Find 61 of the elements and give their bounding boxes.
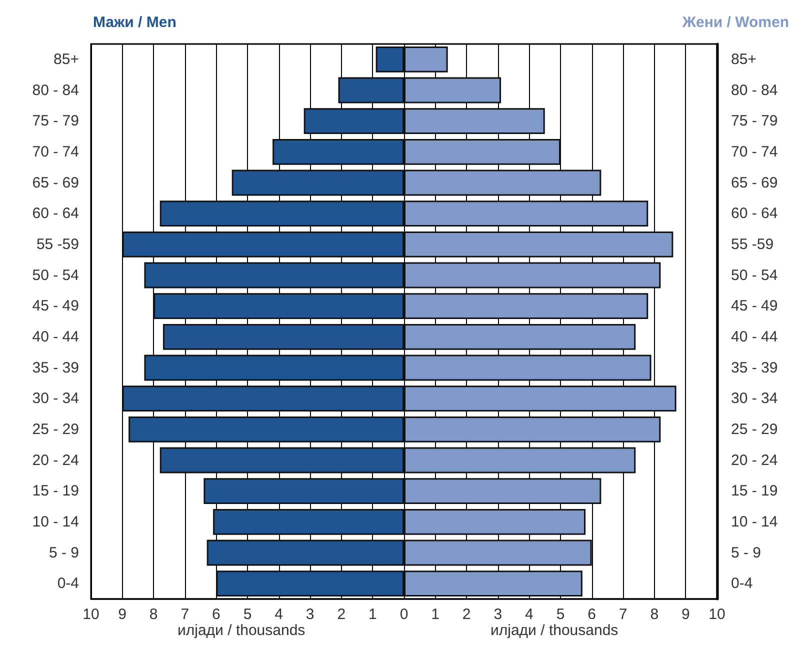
y-tick-label: 25 - 29 [32,420,79,438]
y-tick-label: 60 - 64 [32,205,79,222]
x-tick-label: 10 [82,606,100,623]
x-tick-label: 3 [494,606,502,623]
y-tick-label: 45 - 49 [32,298,79,315]
x-tick-label: 6 [588,606,596,623]
y-tick-label: 5 - 9 [48,544,79,562]
category-label: 85+ [731,50,756,68]
category-label: 80 - 84 [731,82,778,99]
y-tick-label: 20 - 24 [32,452,79,469]
text: Жени / Women [681,14,790,31]
text: Мажи / Men [93,14,176,31]
category-label: 35 - 39 [731,359,778,376]
x-tick-label: 4 [274,606,283,623]
category-label: 15 - 19 [731,482,778,500]
category-label: 5 - 9 [731,544,762,562]
x-tick-label: 0 [400,606,408,623]
x-tick-label: 7 [180,606,190,623]
x-tick-label: 2 [337,606,346,623]
category-label: 65 - 69 [731,174,778,192]
category-label: 0-4 [731,575,753,592]
y-tick-label: 55 -59 [36,236,79,253]
y-tick-label: 70 - 74 [32,143,79,160]
x-tick-label: 9 [118,606,126,623]
category-label: 60 - 64 [731,205,778,222]
y-tick-label: 30 - 34 [32,390,79,408]
y-tick-label: 65 - 69 [32,174,79,192]
x-tick-label: 9 [682,606,690,623]
category-label: 45 - 49 [731,298,778,315]
x-tick-label: 3 [306,606,314,623]
x-tick-label: 5 [556,606,565,623]
x-tick-label: 1 [368,606,377,623]
y-tick-label: 40 - 44 [32,328,79,346]
y-tick-label: 15 - 19 [32,482,79,500]
y-tick-label: 75 - 79 [32,112,79,130]
category-label: 50 - 54 [731,266,778,284]
y-tick-label: 35 - 39 [32,359,79,376]
x-axis-title: илјади / thousands [178,622,306,639]
category-label: 70 - 74 [731,143,778,160]
y-tick-label: 10 - 14 [32,513,79,530]
x-tick-label: 4 [525,606,534,623]
y-tick-label: 50 - 54 [32,266,79,284]
y-tick-label: 80 - 84 [32,82,79,99]
x-tick-label: 8 [149,606,158,623]
x-tick-label: 7 [618,606,628,623]
category-label: 75 - 79 [731,112,778,130]
category-label: 30 - 34 [731,390,778,408]
category-label: 10 - 14 [731,513,778,530]
category-label: 20 - 24 [731,452,778,469]
y-tick-label: 0-4 [57,575,79,592]
category-label: 25 - 29 [731,420,778,438]
x-tick-label: 8 [650,606,659,623]
x-tick-label: 1 [431,606,440,623]
x-tick-label: 10 [708,606,726,623]
category-label: 40 - 44 [731,328,778,346]
x-tick-label: 2 [462,606,471,623]
x-tick-label: 6 [212,606,220,623]
category-label: 55 -59 [731,236,774,253]
x-tick-label: 5 [243,606,252,623]
y-tick-label: 85+ [54,50,80,68]
text: илјади / thousands [490,622,618,639]
